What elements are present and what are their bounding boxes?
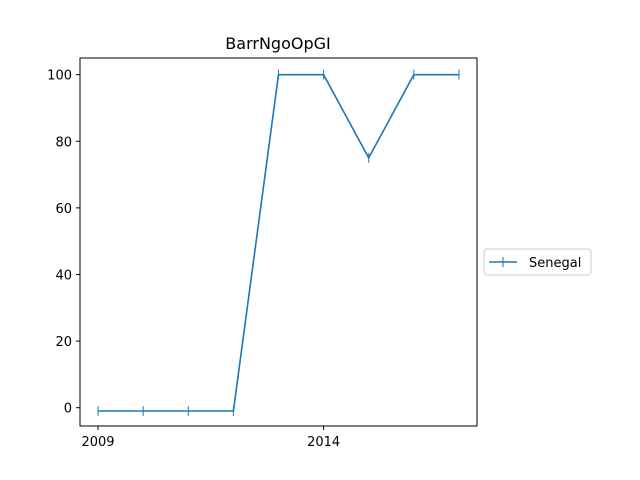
plot-series [97,69,460,417]
series-line-senegal [98,73,459,412]
y-tick-label: 80 [55,135,72,150]
legend-label-senegal: Senegal [529,256,581,271]
x-tick-label: 2009 [81,435,114,450]
legend-box [483,248,592,276]
y-tick-label: 20 [55,335,72,350]
x-tick-label: 2014 [307,435,340,450]
legend: Senegal [483,248,592,276]
y-tick-label: 40 [55,268,72,283]
chart-title: BarrNgoOpGI [225,34,330,53]
y-tick-label: 100 [47,69,72,84]
plot-frame [79,57,478,427]
x-axis: 2009 2014 [81,426,340,450]
y-tick-label: 60 [55,202,72,217]
y-tick-label: 0 [64,402,72,417]
y-axis: 0 20 40 60 80 100 [47,69,80,417]
